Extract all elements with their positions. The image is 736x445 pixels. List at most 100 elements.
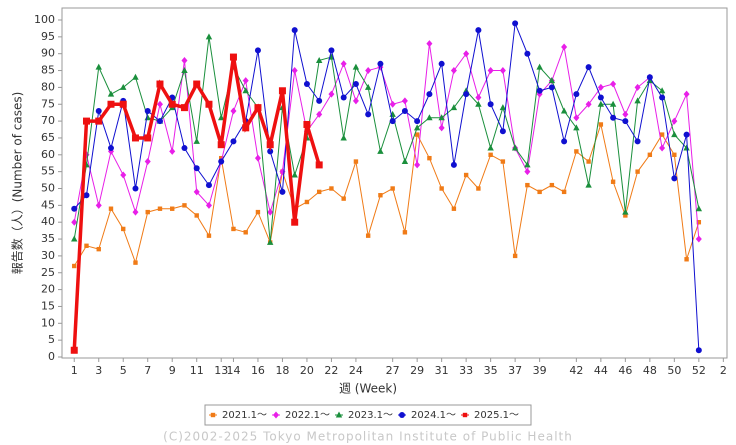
data-point bbox=[561, 189, 567, 195]
x-tick-label: 31 bbox=[435, 364, 449, 377]
data-point bbox=[500, 159, 506, 164]
data-point bbox=[107, 145, 114, 152]
x-tick-label: 50 bbox=[667, 364, 681, 377]
x-axis-label: 週 (Week) bbox=[339, 382, 397, 396]
x-tick-label: 46 bbox=[618, 364, 632, 377]
data-point bbox=[610, 80, 617, 88]
data-point bbox=[659, 144, 666, 152]
data-point bbox=[401, 107, 408, 114]
data-point bbox=[574, 149, 579, 154]
data-point bbox=[278, 87, 286, 95]
data-point bbox=[426, 114, 433, 121]
data-point bbox=[329, 186, 334, 191]
plot-area bbox=[61, 7, 728, 359]
data-point bbox=[365, 67, 372, 75]
data-point bbox=[487, 101, 494, 108]
data-point bbox=[267, 148, 274, 155]
data-point bbox=[193, 165, 200, 172]
data-point bbox=[475, 94, 482, 102]
data-point bbox=[512, 20, 519, 27]
data-point bbox=[291, 171, 298, 178]
data-point bbox=[180, 104, 188, 112]
series-line bbox=[73, 36, 700, 243]
data-point bbox=[524, 168, 531, 176]
legend-marker bbox=[462, 412, 468, 418]
data-point bbox=[316, 97, 323, 104]
y-tick-label: 45 bbox=[41, 198, 55, 211]
data-point bbox=[95, 63, 102, 70]
y-tick-label: 35 bbox=[41, 232, 55, 245]
x-tick-label: 9 bbox=[169, 364, 176, 377]
data-point bbox=[315, 161, 323, 169]
data-point bbox=[659, 132, 665, 137]
x-tick-label: 29 bbox=[410, 364, 424, 377]
data-point bbox=[132, 73, 139, 80]
data-point bbox=[169, 147, 176, 155]
data-point bbox=[95, 107, 102, 114]
data-point bbox=[499, 128, 506, 135]
data-point bbox=[585, 100, 592, 108]
data-point bbox=[316, 110, 323, 118]
data-point bbox=[524, 161, 531, 168]
data-point bbox=[597, 100, 605, 107]
x-tick-label: 37 bbox=[508, 364, 522, 377]
x-tick-label: 44 bbox=[594, 364, 608, 377]
data-point bbox=[598, 122, 604, 127]
x-tick-label: 3 bbox=[95, 364, 102, 377]
data-point bbox=[229, 53, 237, 61]
data-point bbox=[168, 100, 176, 108]
data-point bbox=[132, 185, 139, 192]
data-point bbox=[315, 56, 323, 63]
data-point bbox=[316, 189, 322, 195]
x-tick-label: 27 bbox=[386, 364, 400, 377]
data-point bbox=[573, 114, 580, 122]
data-point bbox=[120, 171, 127, 179]
data-point bbox=[438, 60, 445, 67]
data-point bbox=[340, 60, 347, 68]
y-tick-label: 55 bbox=[41, 165, 55, 178]
data-point bbox=[193, 188, 200, 196]
x-tick-label: 5 bbox=[120, 364, 127, 377]
data-point bbox=[254, 47, 261, 54]
data-point bbox=[71, 218, 78, 226]
y-tick-label: 80 bbox=[41, 80, 55, 93]
data-point bbox=[561, 43, 568, 51]
data-point bbox=[230, 107, 237, 115]
data-point bbox=[242, 124, 250, 132]
data-point bbox=[635, 169, 640, 174]
data-point bbox=[475, 27, 482, 34]
data-point bbox=[365, 111, 372, 118]
data-point bbox=[695, 347, 702, 354]
data-point bbox=[303, 81, 310, 88]
x-tick-label: 52 bbox=[692, 364, 706, 377]
data-point bbox=[108, 206, 114, 211]
legend-marker bbox=[273, 411, 279, 419]
data-point bbox=[144, 158, 151, 166]
data-point bbox=[548, 77, 556, 84]
y-tick-label: 85 bbox=[41, 64, 55, 77]
data-point bbox=[84, 243, 89, 248]
y-tick-label: 20 bbox=[41, 283, 55, 296]
data-point bbox=[658, 87, 666, 94]
data-point bbox=[181, 67, 188, 74]
data-point bbox=[511, 144, 519, 151]
data-point bbox=[634, 83, 641, 91]
data-point bbox=[267, 208, 274, 216]
data-point bbox=[560, 107, 568, 114]
x-tick-label: 1 bbox=[71, 364, 78, 377]
data-point bbox=[96, 246, 101, 252]
y-tick-label: 95 bbox=[41, 30, 55, 43]
y-tick-label: 10 bbox=[41, 316, 55, 329]
data-point bbox=[427, 155, 432, 161]
y-tick-label: 65 bbox=[41, 131, 55, 144]
data-point bbox=[695, 235, 702, 243]
data-point bbox=[463, 50, 470, 58]
data-point bbox=[524, 50, 531, 57]
y-tick-label: 75 bbox=[41, 97, 55, 110]
legend-label: 2023.1～ bbox=[348, 410, 393, 421]
data-point bbox=[303, 120, 311, 128]
legend-label: 2024.1～ bbox=[411, 410, 456, 421]
data-point bbox=[647, 152, 653, 157]
data-point bbox=[610, 114, 617, 121]
